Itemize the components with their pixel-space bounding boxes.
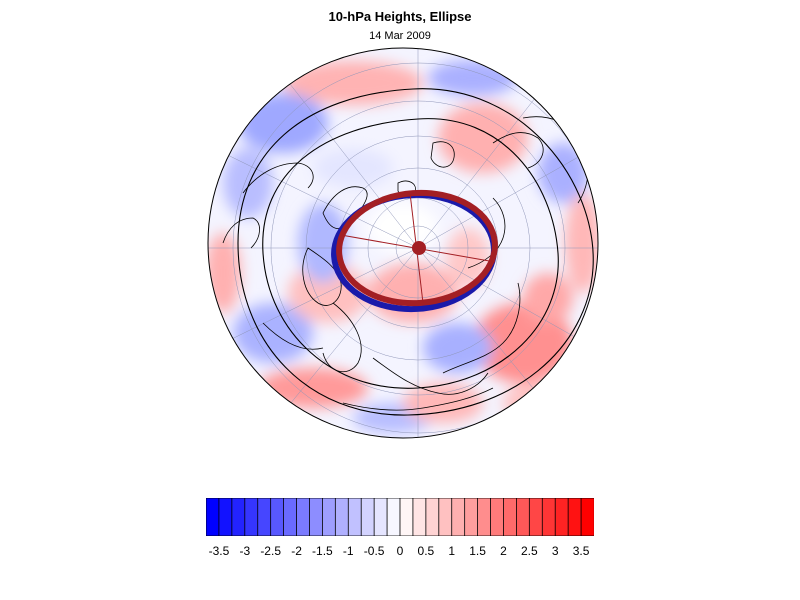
colorbar-tick-label: -2.5 [260, 544, 281, 558]
colorbar-tick-label: -0.5 [363, 544, 385, 558]
colorbar-swatch [503, 497, 518, 537]
colorbar-swatch [438, 497, 453, 537]
colorbar-swatch [451, 497, 466, 537]
colorbar-swatch [218, 497, 233, 537]
colorbar-swatch [477, 497, 492, 537]
colorbar-tick-label: 0 [396, 544, 404, 558]
coastlines [222, 116, 589, 411]
colorbar-swatch [334, 497, 349, 537]
colorbar-swatch [386, 497, 401, 537]
colorbar-tick-label: 2.5 [520, 544, 538, 558]
colorbar-swatch [580, 497, 595, 537]
colorbar-tick-label: -1 [342, 544, 354, 558]
height-contours [237, 88, 594, 416]
map-title: 10-hPa Heights, Ellipse [328, 9, 472, 24]
colorbar-swatch [490, 497, 505, 537]
colorbar-swatch [541, 497, 556, 537]
colorbar-swatch [270, 497, 285, 537]
colorbar-swatch [399, 497, 414, 537]
colorbar-swatch [322, 497, 337, 537]
colorbar-swatch [567, 497, 582, 537]
colorbar-swatch [283, 497, 298, 537]
map-date: 14 Mar 2009 [369, 30, 431, 42]
colorbar-svg [205, 497, 595, 537]
vortex-center-marker [412, 241, 426, 255]
colorbar-tick-label: -2 [291, 544, 302, 558]
colorbar-tick-label: -3 [239, 544, 251, 558]
colorbar-swatch [205, 497, 220, 537]
colorbar-swatch [244, 497, 259, 537]
colorbar-tick-label: 2 [500, 544, 507, 558]
colorbar-swatch [309, 497, 324, 537]
colorbar-swatch [347, 497, 362, 537]
colorbar-tick-label: 0.5 [417, 544, 435, 558]
polar-map-svg [207, 47, 599, 439]
colorbar-tick-label: -3.5 [208, 544, 230, 558]
colorbar-swatch [296, 497, 311, 537]
analysis-ellipse [336, 189, 498, 307]
vortex-ellipses [331, 189, 498, 313]
colorbar-swatch [515, 497, 531, 537]
colorbar [205, 497, 595, 537]
colorbar-swatch [412, 497, 427, 537]
colorbar-swatch [373, 497, 388, 537]
colorbar-tick-label: 3 [551, 544, 559, 558]
colorbar-tick-label: 1.5 [469, 544, 486, 558]
map-border [207, 47, 599, 439]
polar-map [203, 43, 603, 443]
colorbar-tick-label: 3.5 [572, 544, 590, 558]
colorbar-tick-label: -1.5 [312, 544, 333, 558]
colorbar-swatch [360, 497, 375, 537]
colorbar-swatch [554, 497, 569, 537]
colorbar-swatch [464, 497, 479, 537]
colorbar-swatch [528, 497, 543, 537]
colorbar-swatch [231, 497, 246, 537]
colorbar-swatch [257, 497, 272, 537]
colorbar-tick-label: 1 [448, 544, 456, 558]
colorbar-swatch [425, 497, 440, 537]
